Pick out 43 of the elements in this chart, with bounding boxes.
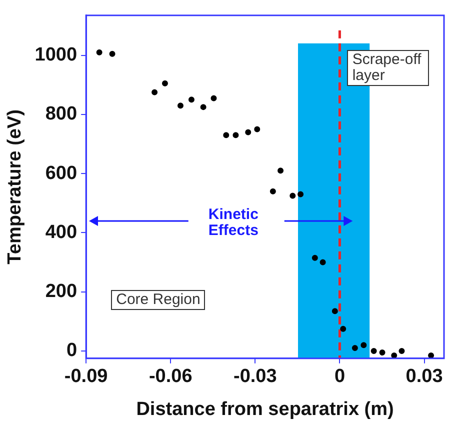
point <box>352 345 358 352</box>
point <box>270 188 276 194</box>
point <box>223 132 230 138</box>
y-tick-label: 1000 <box>34 44 78 66</box>
point <box>245 129 252 136</box>
annotation: Kinetic Effects <box>207 206 260 240</box>
point <box>379 349 386 356</box>
y-tick-label: 800 <box>45 104 78 125</box>
point <box>232 132 239 138</box>
point <box>290 192 296 199</box>
point <box>370 348 377 354</box>
point <box>298 191 304 198</box>
point <box>96 49 102 56</box>
point <box>398 348 405 354</box>
y-axis-title: Temperature (eV) <box>4 109 26 264</box>
annotation: Core Region <box>111 290 206 310</box>
point <box>278 168 284 174</box>
point <box>188 96 194 103</box>
x-tick-label: -0.06 <box>148 366 192 388</box>
y-tick-label: 0 <box>66 340 78 362</box>
x-axis-title: Distance from separatrix (m) <box>136 398 394 420</box>
point <box>254 126 260 132</box>
point <box>210 95 217 102</box>
point <box>320 259 326 266</box>
point <box>428 352 434 358</box>
point <box>200 104 206 110</box>
point <box>177 102 184 109</box>
point <box>152 89 158 96</box>
y-tick-label: 600 <box>45 162 78 184</box>
y-tick-label: 400 <box>45 222 78 243</box>
x-tick-label: -0.09 <box>64 366 108 388</box>
point <box>109 50 116 57</box>
x-tick-label: 0.03 <box>406 366 443 388</box>
point <box>312 254 318 261</box>
annotation: Scrape-off layer <box>347 50 430 86</box>
point <box>391 352 398 358</box>
x-tick-label: -0.03 <box>234 366 277 388</box>
point <box>332 308 338 314</box>
point <box>340 326 346 332</box>
y-tick-label: 200 <box>45 281 78 302</box>
point <box>360 342 367 348</box>
x-tick-label: 0 <box>334 366 346 388</box>
point <box>162 80 168 86</box>
